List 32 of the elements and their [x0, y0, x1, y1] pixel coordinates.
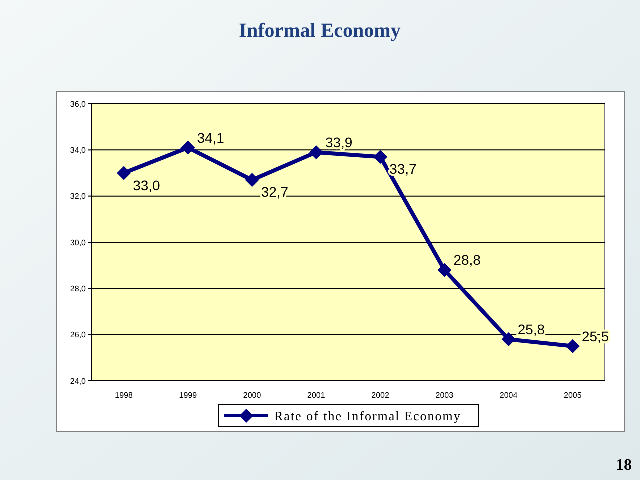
data-label: 33,0 — [133, 177, 161, 194]
text: 18 — [616, 457, 632, 474]
x-tick-label: 2004 — [500, 391, 518, 400]
data-label: 33,7 — [390, 161, 418, 178]
y-tick-label: 32,0 — [70, 192, 87, 202]
data-label: 28,8 — [454, 252, 482, 268]
point — [374, 150, 388, 164]
data-label: 34,1 — [197, 130, 225, 146]
y-tick-label: 28,0 — [70, 284, 87, 294]
point — [117, 166, 132, 180]
x-tick-label: 2002 — [372, 391, 390, 400]
y-tick-label: 36,0 — [70, 100, 87, 109]
y-tick-label: 34,0 — [70, 146, 87, 155]
x-tick-label: 1999 — [179, 391, 198, 400]
x-tick-label: 2001 — [308, 391, 326, 400]
y-tick-label: 26,0 — [70, 330, 87, 340]
point — [566, 339, 580, 354]
y-tick-label: 30,0 — [70, 238, 87, 248]
x-tick-label: 2003 — [436, 391, 454, 400]
point — [181, 140, 196, 155]
x-tick-label: 2005 — [564, 391, 582, 400]
data-label: 33,9 — [325, 134, 353, 150]
y-tick-label: 24,0 — [70, 376, 87, 386]
point — [245, 173, 260, 188]
legend-label: Rate of the Informal Economy — [274, 408, 462, 424]
chart-title: Informal Economy — [239, 20, 401, 42]
point — [309, 145, 324, 160]
x-tick-label: 2000 — [243, 391, 262, 400]
point — [502, 332, 516, 346]
data-label: 25,8 — [518, 321, 546, 338]
x-tick-label: 1998 — [115, 391, 134, 400]
point — [438, 263, 452, 278]
